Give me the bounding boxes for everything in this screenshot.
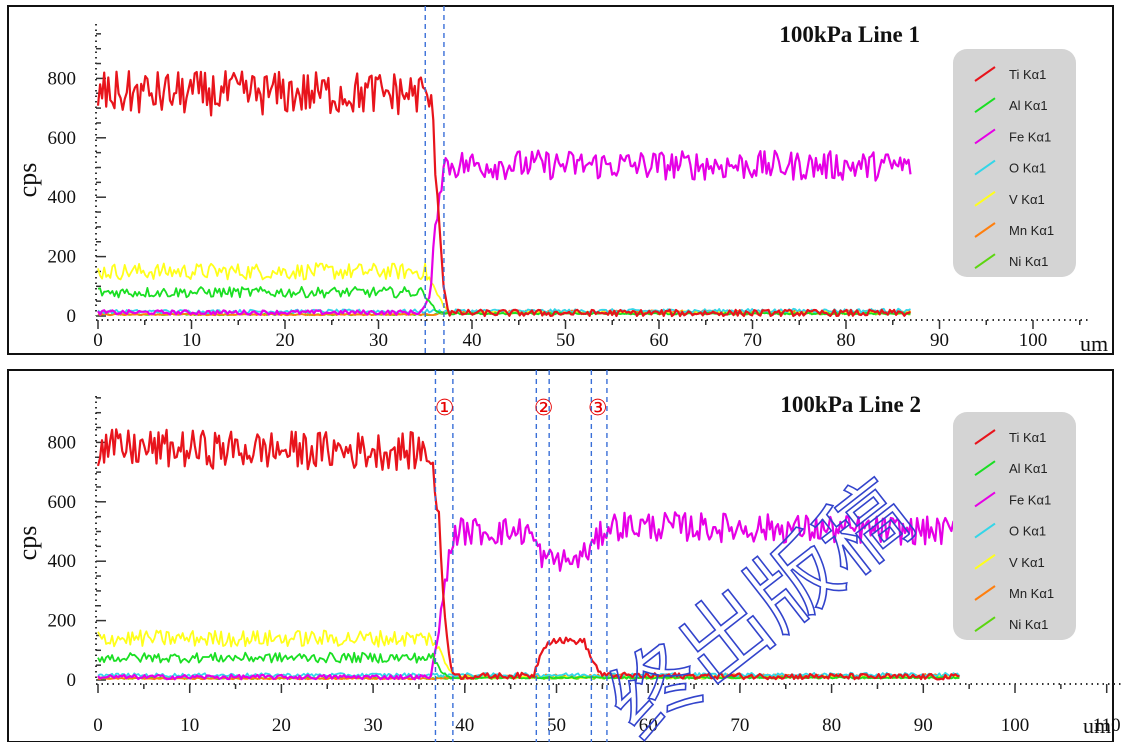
legend-label: Fe Kα1 bbox=[1009, 129, 1051, 144]
panel-frame bbox=[7, 5, 1114, 355]
x-tick-label: 110 bbox=[1093, 715, 1121, 736]
legend-label: Ni Kα1 bbox=[1009, 254, 1048, 269]
legend-swatch bbox=[974, 429, 996, 445]
x-tick-label: 0 bbox=[93, 715, 103, 736]
region-marker: ① bbox=[435, 396, 455, 421]
legend-label: O Kα1 bbox=[1009, 161, 1046, 176]
y-tick-label: 0 bbox=[67, 306, 77, 327]
panel-line-2: 0 200 400 600 800 0 10 20 30 40 50 60 70 80 90 100 110 cp… bbox=[7, 369, 1123, 742]
x-tick-label: 90 bbox=[930, 330, 949, 351]
x-tick-label: 70 bbox=[743, 330, 762, 351]
x-tick-label: 80 bbox=[822, 715, 841, 736]
region-marker: ③ bbox=[588, 396, 608, 421]
legend-swatch bbox=[974, 616, 996, 633]
series-line-ti bbox=[96, 70, 911, 318]
legend-swatch bbox=[974, 159, 996, 176]
series-line-ti bbox=[96, 428, 960, 681]
x-tick-label: 40 bbox=[455, 715, 474, 736]
legend-label: Fe Kα1 bbox=[1009, 492, 1051, 507]
legend-label: Al Kα1 bbox=[1009, 98, 1048, 113]
legend-label: V Kα1 bbox=[1009, 192, 1045, 207]
legend-swatch bbox=[974, 97, 996, 114]
legend-swatch bbox=[974, 128, 996, 145]
legend-label: Al Kα1 bbox=[1009, 461, 1048, 476]
legend-label: V Kα1 bbox=[1009, 555, 1045, 570]
y-tick-label: 800 bbox=[48, 68, 77, 89]
legend-label: Ti Kα1 bbox=[1009, 67, 1046, 82]
x-tick-label: 20 bbox=[276, 330, 295, 351]
panel-title: 100kPa Line 1 bbox=[779, 22, 920, 47]
y-axis-label: cps bbox=[13, 163, 42, 198]
legend-swatch bbox=[974, 491, 996, 508]
legend-swatch bbox=[974, 585, 996, 601]
x-tick-label: 60 bbox=[650, 330, 669, 351]
x-tick-label: 70 bbox=[730, 715, 749, 736]
legend-label: Ti Kα1 bbox=[1009, 430, 1046, 445]
x-tick-label: 50 bbox=[547, 715, 566, 736]
panel-line-1: 0 200 400 600 800 0 10 20 30 40 50 60 70 80 90 100 cps um… bbox=[7, 5, 1114, 356]
series-group bbox=[96, 70, 912, 318]
legend-label: Mn Kα1 bbox=[1009, 586, 1054, 601]
series-group bbox=[96, 428, 961, 681]
y-axis-label: cps bbox=[13, 526, 42, 561]
y-tick-label: 200 bbox=[48, 247, 77, 268]
x-tick-label: 10 bbox=[182, 330, 201, 351]
x-tick-label: 10 bbox=[180, 715, 199, 736]
series-line-fe bbox=[97, 511, 961, 681]
x-tick-label: 30 bbox=[364, 715, 383, 736]
legend-swatch bbox=[974, 460, 996, 477]
series-line-fe bbox=[97, 149, 912, 316]
x-tick-label: 50 bbox=[556, 330, 575, 351]
y-tick-label: 600 bbox=[48, 492, 77, 513]
legend-swatch bbox=[974, 66, 996, 82]
x-tick-label: 100 bbox=[1001, 715, 1030, 736]
panel-title: 100kPa Line 2 bbox=[780, 392, 921, 417]
x-tick-label: 0 bbox=[93, 330, 103, 351]
legend-swatch bbox=[974, 522, 996, 539]
legend-label: Mn Kα1 bbox=[1009, 223, 1054, 238]
x-tick-label: 30 bbox=[369, 330, 388, 351]
x-tick-label: 100 bbox=[1019, 330, 1048, 351]
y-tick-label: 200 bbox=[48, 611, 77, 632]
x-tick-label: 90 bbox=[914, 715, 933, 736]
x-axis-unit: um bbox=[1083, 713, 1111, 738]
legend-swatch bbox=[974, 553, 996, 570]
x-tick-label: 60 bbox=[639, 715, 658, 736]
series-line-al bbox=[97, 286, 911, 316]
y-tick-label: 400 bbox=[48, 187, 77, 208]
y-tick-label: 600 bbox=[48, 128, 77, 149]
y-tick-label: 400 bbox=[48, 551, 77, 572]
region-marker: ② bbox=[534, 396, 554, 421]
x-tick-label: 20 bbox=[272, 715, 291, 736]
legend-swatch bbox=[974, 222, 996, 238]
legend: Ti Kα1 Al Kα1 Fe Kα1 O Kα1 V Kα1 Mn Kα1 Ni Kα1 bbox=[953, 49, 1076, 277]
panel-frame bbox=[7, 369, 1114, 742]
x-tick-label: 80 bbox=[837, 330, 856, 351]
y-tick-label: 800 bbox=[48, 432, 77, 453]
x-tick-label: 40 bbox=[463, 330, 482, 351]
legend: Ti Kα1 Al Kα1 Fe Kα1 O Kα1 V Kα1 Mn Kα1 Ni Kα1 bbox=[953, 412, 1076, 640]
x-axis-unit: um bbox=[1080, 331, 1108, 356]
legend-swatch bbox=[974, 190, 996, 207]
y-tick-label: 0 bbox=[67, 670, 77, 691]
legend-label: Ni Kα1 bbox=[1009, 617, 1048, 632]
legend-label: O Kα1 bbox=[1009, 524, 1046, 539]
legend-swatch bbox=[974, 253, 996, 270]
